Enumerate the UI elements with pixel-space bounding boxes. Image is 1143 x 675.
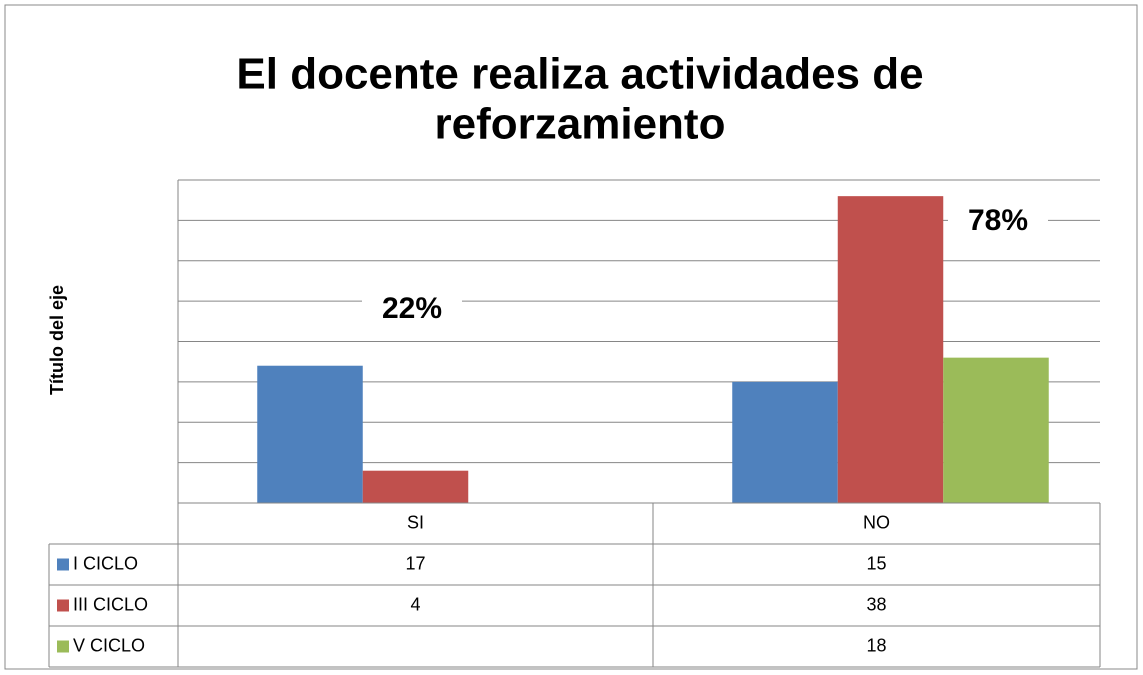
legend-key [57, 558, 69, 571]
bar [732, 381, 838, 503]
bar [362, 470, 469, 503]
bar [257, 365, 363, 503]
table-value: 18 [866, 635, 886, 655]
legend-label: I CICLO [73, 553, 138, 573]
y-axis-title: Título del eje [47, 285, 67, 395]
bar [943, 357, 1049, 503]
legend-key [57, 640, 69, 653]
table-value: 4 [410, 594, 420, 614]
chart-border [4, 4, 1138, 670]
annotation: 78% [968, 204, 1028, 237]
table-value: 17 [405, 553, 425, 573]
annotation: 22% [382, 292, 442, 325]
legend-label: V CICLO [73, 635, 145, 655]
chart-title: reforzamiento [435, 100, 726, 149]
annotation-bg [362, 284, 462, 336]
chart-title: El docente realiza actividades de [236, 50, 923, 99]
table-value: 15 [866, 553, 886, 573]
x-tick-label: NO [863, 512, 890, 532]
bar [837, 196, 944, 503]
legend-key [57, 599, 69, 612]
annotation-bg [948, 196, 1048, 248]
table-value: 38 [866, 594, 886, 614]
x-tick-label: SI [407, 512, 424, 532]
legend-label: III CICLO [73, 594, 148, 614]
